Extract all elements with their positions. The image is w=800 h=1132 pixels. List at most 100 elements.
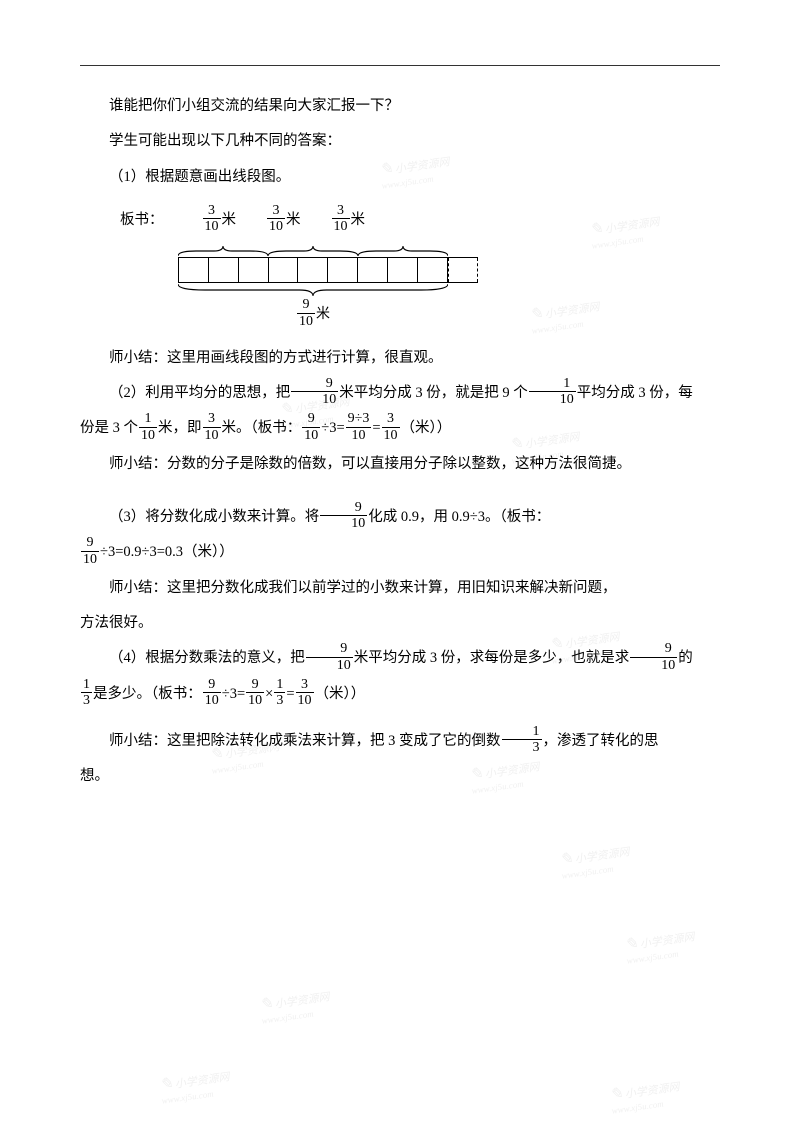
fraction-9-10: 910 — [297, 297, 315, 329]
summary-4a: 师小结：这里把除法转化成乘法来计算，把 3 变成了它的倒数13，渗透了转化的思 — [80, 725, 720, 758]
brace-top-seg — [268, 245, 358, 257]
fraction-1-3: 13 — [274, 677, 285, 709]
fraction-1-10: 110 — [139, 411, 157, 443]
top-rule — [80, 65, 720, 66]
fraction-3-10: 310 — [203, 203, 221, 235]
braces-top — [178, 245, 448, 257]
text: 平均分成 3 份，每 — [577, 385, 693, 401]
text: （米）） — [401, 420, 452, 436]
bar-cell — [418, 258, 448, 282]
page-content: 谁能把你们小组交流的结果向大家汇报一下？ 学生可能出现以下几种不同的答案： （1… — [80, 90, 720, 794]
text: ÷3=0.9÷3=0.3（米）） — [100, 544, 234, 560]
fraction-1-3: 13 — [502, 724, 542, 756]
unit-mi: 米 — [351, 204, 366, 237]
text: 份是 3 个 — [80, 420, 138, 436]
bar-cell — [298, 258, 328, 282]
op: × — [265, 686, 273, 702]
fraction-9-10: 910 — [291, 376, 338, 408]
watermark: ✎小学资源网www.xj5u.com — [623, 925, 697, 966]
fraction-9-10: 910 — [306, 641, 353, 673]
fraction-9-10: 910 — [81, 535, 99, 567]
summary-3b: 方法很好。 — [80, 607, 720, 640]
bar-cell — [358, 258, 388, 282]
segment-diagram: 板书： 310米 310米 310米 — [120, 204, 720, 332]
line-2: 学生可能出现以下几种不同的答案： — [80, 125, 720, 158]
diagram-top-labels: 板书： 310米 310米 310米 — [120, 204, 720, 237]
summary-1: 师小结：这里用画线段图的方式进行计算，很直观。 — [80, 342, 720, 375]
unit-mi: 米 — [286, 204, 301, 237]
text: ，渗透了转化的思 — [543, 733, 659, 749]
fraction-3-10: 310 — [382, 411, 400, 443]
fraction-3-10: 310 — [203, 411, 221, 443]
bar-cell — [388, 258, 418, 282]
equation: 910÷3=910×13=310 — [202, 686, 315, 702]
fraction-3-10: 310 — [332, 203, 350, 235]
text: 师小结：这里把除法转化成乘法来计算，把 3 变成了它的倒数 — [109, 733, 501, 749]
method-2-cont: 份是 3 个110米，即310米。（板书：910÷3=9÷310=310（米）） — [80, 412, 720, 445]
fraction-9-10: 910 — [630, 641, 677, 673]
method-4-cont: 13是多少。（板书：910÷3=910×13=310（米）） — [80, 678, 720, 711]
watermark: ✎小学资源网www.xj5u.com — [608, 1075, 682, 1116]
text: 米平均分成 3 份，就是把 9 个 — [339, 385, 528, 401]
summary-3a: 师小结：这里把分数化成我们以前学过的小数来计算，用旧知识来解决新问题， — [80, 572, 720, 605]
frac-label-2: 310米 — [266, 204, 301, 237]
bar-cell — [328, 258, 358, 282]
bar-cell — [179, 258, 209, 282]
bar-cell — [269, 258, 299, 282]
fraction-9-10: 910 — [246, 677, 264, 709]
brace-icon — [178, 245, 268, 257]
method-3-eq: 910÷3=0.9÷3=0.3（米）） — [80, 536, 720, 569]
text: （2）利用平均分的思想，把 — [109, 385, 290, 401]
fraction-9-10: 910 — [320, 500, 367, 532]
watermark: ✎小学资源网www.xj5u.com — [158, 1065, 232, 1106]
bar-row — [178, 257, 478, 283]
watermark: ✎小学资源网www.xj5u.com — [558, 840, 632, 881]
fraction-9div3-10: 9÷310 — [346, 411, 372, 443]
frac-label-1: 310米 — [202, 204, 237, 237]
brace-icon — [268, 245, 358, 257]
method-4: （4）根据分数乘法的意义，把910米平均分成 3 份，求每份是多少，也就是求91… — [80, 642, 720, 675]
brace-bottom — [178, 283, 448, 297]
bar-cell-dashed — [448, 258, 479, 282]
board-label-text: 板书： — [120, 204, 164, 237]
text: （米）） — [315, 686, 366, 702]
op: ÷3= — [222, 686, 245, 702]
board-label: 板书： — [120, 204, 164, 237]
text: 的 — [678, 650, 693, 666]
text: 化成 0.9，用 0.9÷3。（板书： — [368, 509, 550, 525]
brace-top-seg — [358, 245, 448, 257]
unit-mi: 米 — [222, 204, 237, 237]
fraction-3-10: 310 — [267, 203, 285, 235]
equation: 910÷3=9÷310=310 — [301, 420, 400, 436]
text: （3）将分数化成小数来计算。将 — [109, 509, 319, 525]
line-1: 谁能把你们小组交流的结果向大家汇报一下？ — [80, 90, 720, 123]
text: 米。（板书： — [222, 420, 302, 436]
brace-icon — [178, 283, 448, 297]
text: 米，即 — [158, 420, 202, 436]
bar-cell — [239, 258, 269, 282]
text: 米平均分成 3 份，求每份是多少，也就是求 — [354, 650, 630, 666]
fraction-1-10: 110 — [529, 376, 576, 408]
watermark: ✎小学资源网www.xj5u.com — [258, 985, 332, 1026]
fraction-9-10: 910 — [203, 677, 221, 709]
bottom-label: 910米 — [178, 299, 448, 331]
summary-2: 师小结：分数的分子是除数的倍数，可以直接用分子除以整数，这种方法很简捷。 — [80, 448, 720, 481]
brace-icon — [358, 245, 448, 257]
fraction-1-3: 13 — [81, 677, 92, 709]
text: （4）根据分数乘法的意义，把 — [109, 650, 305, 666]
op: = — [286, 686, 294, 702]
method-2: （2）利用平均分的思想，把910米平均分成 3 份，就是把 9 个110平均分成… — [80, 377, 720, 410]
fraction-9-10: 910 — [302, 411, 320, 443]
op: ÷3= — [321, 420, 344, 436]
brace-top-seg — [178, 245, 268, 257]
text: 是多少。（板书： — [93, 686, 202, 702]
frac-label-3: 310米 — [331, 204, 366, 237]
bar-cell — [209, 258, 239, 282]
summary-4c: 想。 — [80, 760, 720, 793]
line-3: （1）根据题意画出线段图。 — [80, 161, 720, 194]
op: = — [372, 420, 380, 436]
fraction-3-10: 310 — [296, 677, 314, 709]
bar-diagram: 910米 — [178, 245, 478, 331]
unit-mi: 米 — [316, 307, 330, 322]
method-3: （3）将分数化成小数来计算。将910化成 0.9，用 0.9÷3。（板书： — [80, 501, 720, 534]
